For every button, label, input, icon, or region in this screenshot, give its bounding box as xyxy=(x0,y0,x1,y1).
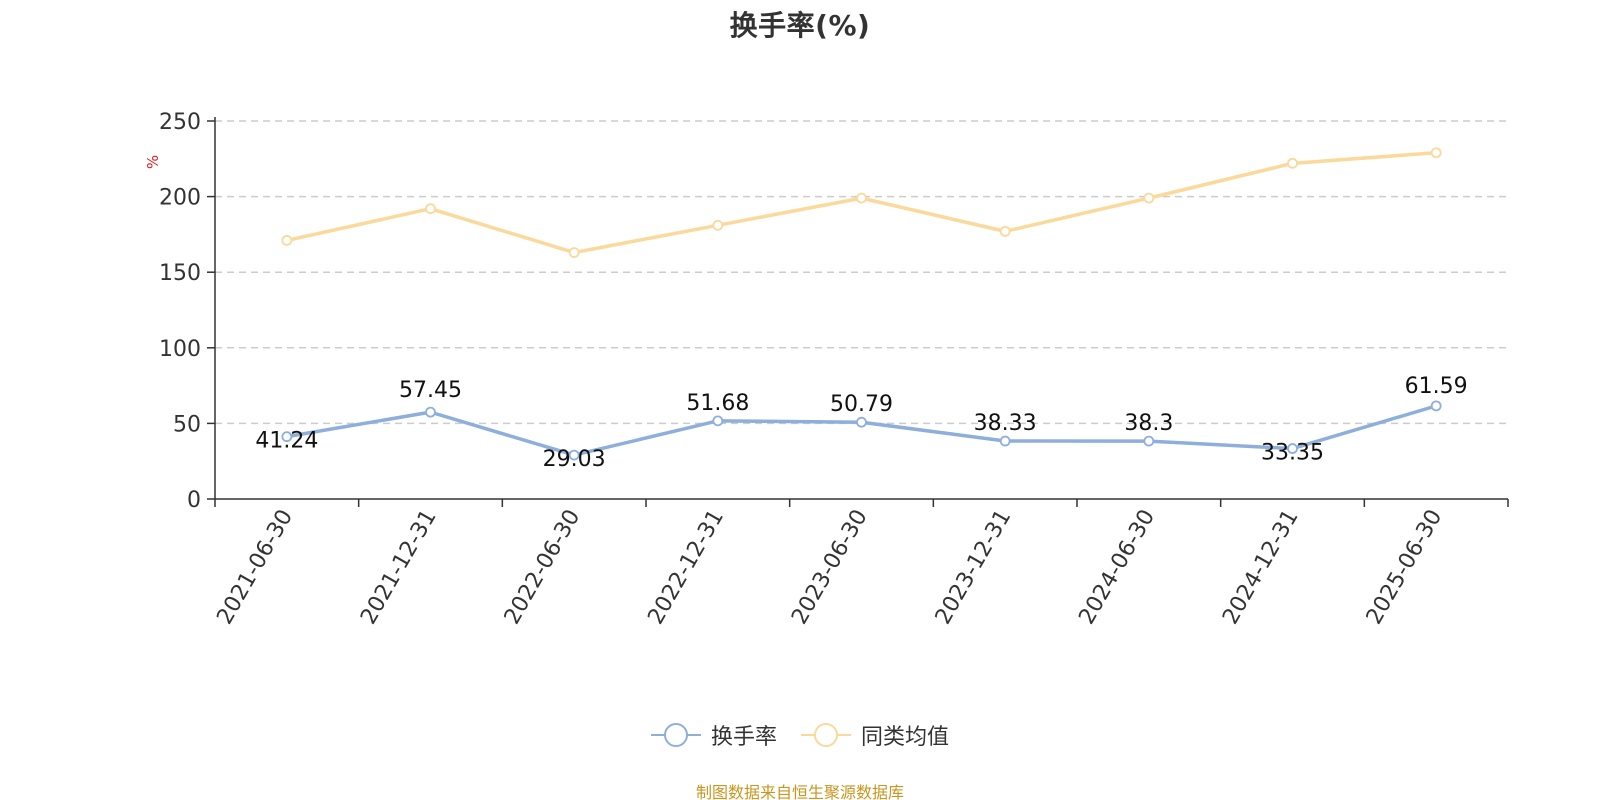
legend-marker-peer-average-icon xyxy=(801,723,851,747)
data-point xyxy=(999,435,1011,447)
data-label: 38.3 xyxy=(1124,411,1173,436)
data-label: 38.33 xyxy=(974,411,1037,436)
x-tick-label: 2022-12-31 xyxy=(643,506,729,629)
y-tick-label: 250 xyxy=(159,110,201,135)
data-point xyxy=(425,203,436,215)
data-point xyxy=(1430,147,1442,159)
data-label: 50.79 xyxy=(830,392,893,417)
x-tick-label: 2023-12-31 xyxy=(931,506,1017,629)
data-point xyxy=(425,406,436,418)
data-point xyxy=(281,235,293,246)
data-point xyxy=(856,416,867,428)
legend-label-turnover: 换手率 xyxy=(710,725,777,750)
x-tick-label: 2024-06-30 xyxy=(1074,506,1160,629)
x-tick-label: 2024-12-31 xyxy=(1218,506,1304,629)
data-point xyxy=(712,219,724,231)
legend: 换手率 同类均值 xyxy=(0,719,1600,751)
data-label: 29.03 xyxy=(543,447,606,472)
data-point xyxy=(568,247,580,258)
series-lines xyxy=(281,147,1442,461)
data-label: 57.45 xyxy=(399,378,462,403)
data-label: 61.59 xyxy=(1405,374,1468,399)
y-axis-label: % xyxy=(144,155,162,169)
data-point xyxy=(1287,443,1298,454)
y-tick-label: 150 xyxy=(159,261,201,286)
axes: % 0 50 100 150 200 250 2021-06-30 2021-12-31 202… xyxy=(144,110,1509,629)
data-point xyxy=(999,225,1011,237)
data-point xyxy=(568,449,580,461)
source-note: 制图数据来自恒生聚源数据库 xyxy=(695,783,904,800)
data-point xyxy=(856,192,867,204)
y-tick-label: 50 xyxy=(173,412,201,437)
legend-item-peer-average[interactable]: 同类均值 xyxy=(801,719,949,751)
data-label: 33.35 xyxy=(1261,441,1324,466)
data-label: 51.68 xyxy=(686,391,749,416)
data-point xyxy=(1143,192,1155,204)
data-point xyxy=(712,415,724,427)
legend-label-peer-average: 同类均值 xyxy=(861,725,950,750)
data-label: 41.24 xyxy=(255,429,318,454)
data-point xyxy=(1430,400,1442,412)
data-labels: 41.24 57.45 29.03 51.68 50.79 38.33 38.3 33.35 6… xyxy=(255,374,1467,472)
data-point xyxy=(281,431,293,443)
x-tick-label: 2023-06-30 xyxy=(787,506,873,629)
y-tick-label: 0 xyxy=(187,488,201,513)
x-tick-label: 2022-06-30 xyxy=(500,506,586,629)
legend-item-turnover[interactable]: 换手率 xyxy=(650,719,777,751)
legend-marker-turnover-icon xyxy=(650,723,701,747)
x-tick-label: 2021-06-30 xyxy=(212,506,298,629)
y-tick-label: 200 xyxy=(159,186,201,211)
y-tick-label: 100 xyxy=(159,337,201,362)
chart-title: 换手率(%) xyxy=(729,9,871,42)
data-point xyxy=(1143,435,1155,447)
x-tick-label: 2025-06-30 xyxy=(1362,506,1448,629)
data-point xyxy=(1287,157,1298,169)
x-tick-label: 2021-12-31 xyxy=(356,506,442,629)
